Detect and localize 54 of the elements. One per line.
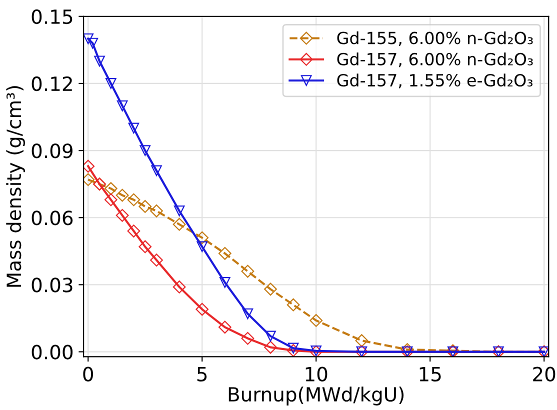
point (218, 320, 232, 334)
point (140, 145, 151, 156)
point (94, 56, 105, 67)
point (172, 280, 186, 294)
y-tick-label: 0.15 (32, 9, 72, 24)
x-tick-label: 10 (306, 366, 328, 382)
x-tick-label: 20 (533, 366, 556, 382)
y-axis-title: Mass density (g/cm³) (6, 86, 25, 287)
x-tick-label: 5 (197, 367, 207, 382)
point (138, 240, 152, 254)
point (127, 193, 140, 206)
y-tick-label: 0.03 (32, 278, 72, 292)
point (241, 332, 254, 345)
point (116, 100, 128, 112)
point (288, 342, 299, 354)
point (150, 204, 163, 218)
point (84, 33, 94, 44)
legend-label: Gd-155, 6.00% n-Gd₂O₃ (337, 31, 533, 46)
point (87, 38, 98, 49)
point (105, 78, 116, 89)
point (264, 340, 277, 354)
point (219, 277, 230, 288)
y-tick-label: 0.06 (32, 210, 73, 226)
point (174, 206, 185, 216)
point (242, 308, 254, 320)
point (151, 165, 162, 176)
legend-label: Gd-157, 1.55% e-Gd₂O₃ (337, 74, 532, 88)
x-tick-label: 15 (420, 367, 441, 382)
point (128, 122, 140, 134)
point (286, 298, 300, 312)
y-tick-label: 0.12 (32, 76, 72, 92)
point (150, 254, 163, 267)
point (355, 334, 368, 348)
point (127, 224, 140, 238)
point (138, 200, 152, 213)
point (116, 208, 129, 222)
point (218, 246, 232, 260)
point (265, 330, 276, 342)
point (264, 282, 277, 296)
point (196, 302, 209, 316)
point (310, 314, 323, 327)
y-tick-label: 0.09 (32, 144, 72, 158)
x-tick-label: 0 (83, 366, 94, 382)
point (196, 241, 208, 252)
point (104, 193, 118, 206)
point (196, 231, 209, 244)
point (172, 218, 186, 231)
y-tick-label: 0.00 (32, 344, 73, 360)
point (116, 188, 129, 202)
point (104, 182, 118, 196)
point (241, 264, 254, 278)
legend-label: Gd-157, 6.00% n-Gd₂O₃ (337, 52, 533, 68)
point (286, 344, 300, 357)
x-axis-title: Burnup(MWd/kgU) (228, 386, 404, 406)
